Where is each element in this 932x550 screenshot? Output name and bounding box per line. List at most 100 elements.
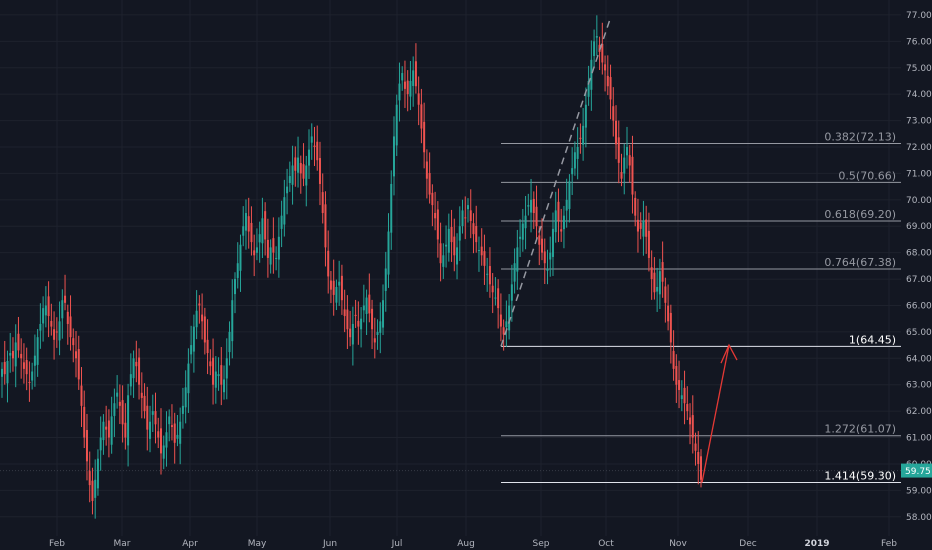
candle-body xyxy=(593,41,596,56)
candle-body xyxy=(557,201,560,221)
candle-body xyxy=(683,387,686,404)
candle-body xyxy=(573,152,576,169)
candle-body xyxy=(409,80,412,97)
candle-body xyxy=(234,279,236,295)
candle-body xyxy=(198,303,201,306)
candle-body xyxy=(431,192,434,206)
candle-body xyxy=(269,247,272,265)
candle-body xyxy=(280,215,283,229)
candle-body xyxy=(266,239,269,258)
candle-body xyxy=(675,366,678,385)
candle-body xyxy=(456,247,459,265)
candle-body xyxy=(584,104,587,128)
candle-body xyxy=(69,316,72,338)
candle-body xyxy=(220,365,223,385)
candle-body xyxy=(571,168,574,175)
candle-body xyxy=(661,262,664,282)
candle-body xyxy=(521,223,524,240)
candle-body xyxy=(80,385,83,406)
candle-body xyxy=(162,445,165,459)
drawings[interactable] xyxy=(500,16,738,483)
y-tick-label: 61.00 xyxy=(906,434,932,444)
candle-body xyxy=(508,305,511,331)
candle-body xyxy=(579,137,582,140)
candle-body xyxy=(384,268,387,291)
candle-body xyxy=(617,137,620,163)
candle-body xyxy=(672,350,675,369)
candle-body xyxy=(530,199,533,213)
candle-body xyxy=(524,215,527,229)
candle-body xyxy=(497,288,500,309)
candle-body xyxy=(3,361,6,375)
grid-lines xyxy=(0,0,901,536)
fibonacci-retracement[interactable]: 0.382(72.13) 0.5(70.66) 0.618(69.20) 0.764(… xyxy=(501,131,901,483)
candle-body xyxy=(157,431,160,438)
candle-body xyxy=(1,368,3,377)
candle-body xyxy=(628,155,631,166)
candle-body xyxy=(338,281,341,286)
candle-body xyxy=(181,405,184,414)
candle-body xyxy=(313,145,316,147)
candle-body xyxy=(105,426,108,430)
candle-body xyxy=(173,423,176,443)
y-tick-label: 74.00 xyxy=(906,90,932,100)
candle-body xyxy=(203,316,206,343)
candle-body xyxy=(201,314,204,322)
price-axis[interactable]: 58.0059.0060.0061.0062.0063.0064.0065.00… xyxy=(906,11,932,523)
candle-body xyxy=(170,425,173,427)
candle-body xyxy=(102,421,105,441)
candle-body xyxy=(562,215,565,230)
candle-body xyxy=(565,199,568,211)
projection-arrow-shaft[interactable] xyxy=(701,344,730,483)
fib-level-label: 0.5(70.66) xyxy=(838,169,896,182)
candle-body xyxy=(47,296,50,317)
candle-body xyxy=(453,236,456,256)
candle-body xyxy=(587,80,590,97)
projection-arrow-head[interactable] xyxy=(720,343,738,364)
candle-body xyxy=(620,172,623,179)
y-tick-label: 59.00 xyxy=(906,486,932,496)
candle-body xyxy=(143,395,146,412)
candle-body xyxy=(395,104,398,146)
candle-body xyxy=(250,222,253,243)
time-axis[interactable]: Feb Mar Apr May Jun Jul Aug Sep Oct Nov Dec 2019 Feb xyxy=(49,539,897,549)
candle-body xyxy=(680,395,683,400)
candle-body xyxy=(576,146,579,159)
last-price-text: 59.75 xyxy=(905,467,931,477)
candle-body xyxy=(324,204,327,248)
candle-body xyxy=(450,226,453,243)
candle-body xyxy=(25,359,28,375)
candle-body xyxy=(42,308,45,324)
candle-body xyxy=(195,310,198,328)
candle-body xyxy=(423,121,426,153)
candle-body xyxy=(121,400,124,425)
candle-body xyxy=(475,225,478,243)
candle-body xyxy=(360,318,363,330)
candle-body xyxy=(623,157,626,174)
candle-body xyxy=(505,321,508,328)
trend-line[interactable] xyxy=(500,16,612,347)
candle-body xyxy=(691,415,694,438)
candle-body xyxy=(91,480,94,501)
candle-body xyxy=(31,371,34,381)
candle-body xyxy=(209,361,212,367)
x-tick-label: Mar xyxy=(114,539,131,549)
candle-body xyxy=(403,81,406,89)
candle-body xyxy=(653,272,656,293)
candle-body xyxy=(406,80,409,95)
y-tick-label: 67.00 xyxy=(906,275,932,285)
candle-body xyxy=(88,470,91,486)
candle-body xyxy=(601,43,604,63)
candle-body xyxy=(217,374,220,377)
candle-body xyxy=(343,309,346,317)
y-tick-label: 71.00 xyxy=(906,169,932,179)
y-tick-label: 68.00 xyxy=(906,249,932,259)
fib-level-label: 1(64.45) xyxy=(849,333,896,346)
y-tick-label: 75.00 xyxy=(906,64,932,74)
fib-level-label: 0.382(72.13) xyxy=(824,131,896,144)
y-tick-label: 58.00 xyxy=(906,513,932,523)
candle-body xyxy=(645,219,648,237)
candle-body xyxy=(667,305,670,322)
candle-body xyxy=(66,311,69,324)
